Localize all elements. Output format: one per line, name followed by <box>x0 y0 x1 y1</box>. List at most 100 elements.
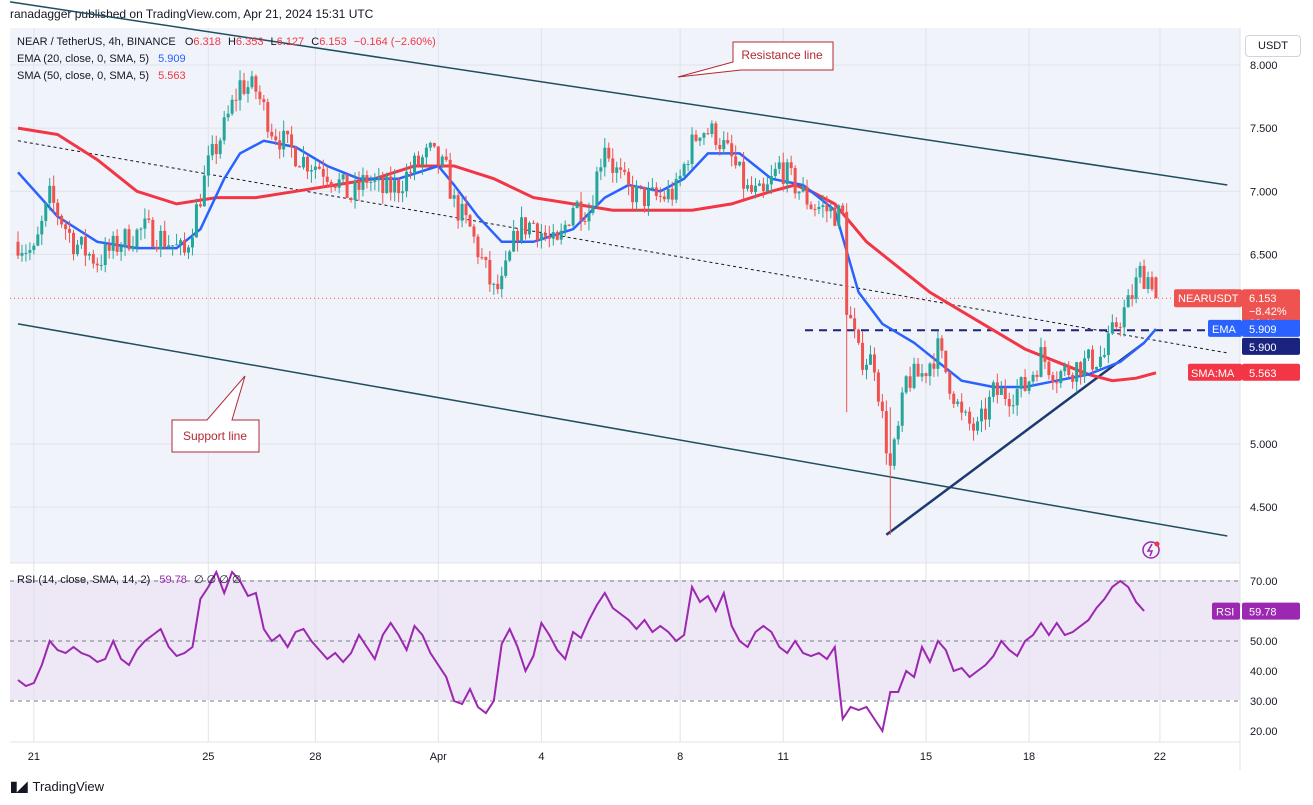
candle-body[interactable] <box>876 372 880 402</box>
candle-body[interactable] <box>365 175 369 183</box>
candle-body[interactable] <box>99 264 103 266</box>
candle-body[interactable] <box>563 224 567 231</box>
candle-body[interactable] <box>234 99 238 101</box>
candle-body[interactable] <box>202 175 206 207</box>
candle-body[interactable] <box>103 244 107 265</box>
candle-body[interactable] <box>761 183 765 192</box>
candle-body[interactable] <box>658 195 662 197</box>
candle-body[interactable] <box>952 393 956 404</box>
candle-body[interactable] <box>1138 265 1142 278</box>
candle-body[interactable] <box>599 167 603 172</box>
candle-body[interactable] <box>702 133 706 138</box>
candle-body[interactable] <box>218 140 222 155</box>
candle-body[interactable] <box>75 244 79 255</box>
candle-body[interactable] <box>892 439 896 466</box>
candle-body[interactable] <box>194 204 198 238</box>
candle-body[interactable] <box>1142 265 1146 289</box>
candle-body[interactable] <box>1039 347 1043 377</box>
candle-body[interactable] <box>746 185 750 189</box>
candle-body[interactable] <box>377 177 381 181</box>
candle-body[interactable] <box>789 162 793 169</box>
candle-body[interactable] <box>1071 374 1075 382</box>
candle-body[interactable] <box>619 167 623 170</box>
candle-body[interactable] <box>472 226 476 237</box>
candle-body[interactable] <box>294 147 298 167</box>
candle-body[interactable] <box>896 425 900 440</box>
candle-body[interactable] <box>861 342 865 370</box>
candle-body[interactable] <box>706 133 710 135</box>
candle-body[interactable] <box>781 162 785 185</box>
candle-body[interactable] <box>674 179 678 200</box>
candle-body[interactable] <box>908 376 912 388</box>
candle-body[interactable] <box>28 250 32 253</box>
candle-body[interactable] <box>555 232 559 240</box>
candle-body[interactable] <box>127 229 131 250</box>
candle-body[interactable] <box>190 237 194 248</box>
candle-body[interactable] <box>765 184 769 192</box>
candle-body[interactable] <box>777 162 781 169</box>
candle-body[interactable] <box>163 230 167 247</box>
candle-body[interactable] <box>944 350 948 373</box>
candle-body[interactable] <box>508 251 512 261</box>
candle-body[interactable] <box>948 372 952 394</box>
candle-body[interactable] <box>504 260 508 276</box>
candle-body[interactable] <box>583 220 587 222</box>
candle-body[interactable] <box>381 177 385 194</box>
candle-body[interactable] <box>274 136 278 141</box>
candle-body[interactable] <box>480 257 484 259</box>
candle-body[interactable] <box>615 167 619 173</box>
candle-body[interactable] <box>900 392 904 426</box>
candle-body[interactable] <box>373 180 377 182</box>
candle-body[interactable] <box>1015 388 1019 406</box>
candle-body[interactable] <box>56 202 60 216</box>
candle-body[interactable] <box>1059 371 1063 384</box>
candle-body[interactable] <box>757 183 761 186</box>
candle-body[interactable] <box>524 217 528 235</box>
candle-body[interactable] <box>123 229 127 247</box>
candle-body[interactable] <box>956 401 960 404</box>
candle-body[interactable] <box>1106 333 1110 356</box>
candle-body[interactable] <box>1011 405 1015 407</box>
candle-body[interactable] <box>1094 366 1098 370</box>
candle-body[interactable] <box>976 421 980 431</box>
candle-body[interactable] <box>1126 295 1130 308</box>
candle-body[interactable] <box>1055 382 1059 384</box>
candle-body[interactable] <box>313 166 317 171</box>
candle-body[interactable] <box>309 170 313 172</box>
candle-body[interactable] <box>198 204 202 207</box>
candle-body[interactable] <box>432 142 436 147</box>
candle-body[interactable] <box>587 212 591 222</box>
candle-body[interactable] <box>349 198 353 201</box>
candle-body[interactable] <box>845 211 849 315</box>
candle-body[interactable] <box>420 157 424 165</box>
candle-body[interactable] <box>72 232 76 255</box>
candle-body[interactable] <box>1134 277 1138 299</box>
candle-body[interactable] <box>79 236 83 245</box>
candle-body[interactable] <box>171 245 175 247</box>
candle-body[interactable] <box>1130 295 1134 299</box>
candle-body[interactable] <box>571 207 575 226</box>
candle-body[interactable] <box>1003 388 1007 399</box>
candle-body[interactable] <box>401 191 405 194</box>
candle-body[interactable] <box>527 222 531 235</box>
candle-body[interactable] <box>979 408 983 422</box>
candle-body[interactable] <box>44 203 48 221</box>
flash-icon[interactable] <box>1142 541 1160 559</box>
candle-body[interactable] <box>742 161 746 189</box>
candle-body[interactable] <box>262 99 266 103</box>
candle-body[interactable] <box>242 80 246 94</box>
candle-body[interactable] <box>1063 365 1067 372</box>
candle-body[interactable] <box>642 186 646 207</box>
candle-body[interactable] <box>666 188 670 200</box>
candle-body[interactable] <box>52 185 56 203</box>
candle-body[interactable] <box>64 224 68 230</box>
candle-body[interactable] <box>1031 374 1035 382</box>
candle-body[interactable] <box>1110 322 1114 334</box>
candle-body[interactable] <box>543 233 547 237</box>
candle-body[interactable] <box>32 245 36 251</box>
candle-body[interactable] <box>40 220 44 235</box>
candle-body[interactable] <box>325 176 329 182</box>
candle-body[interactable] <box>500 275 504 290</box>
candle-body[interactable] <box>710 123 714 134</box>
